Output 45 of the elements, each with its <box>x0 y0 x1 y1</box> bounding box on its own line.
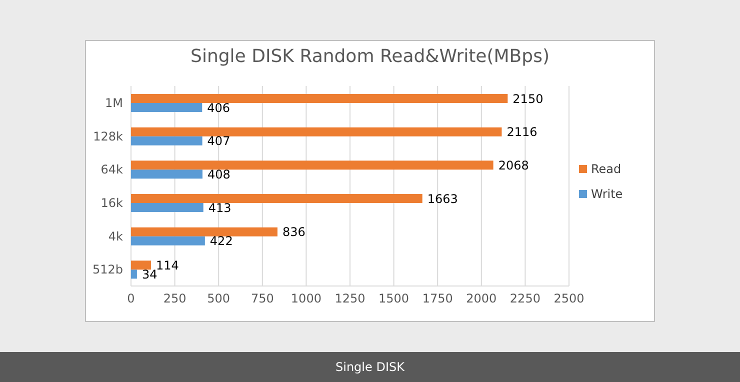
data-label: 1663 <box>427 192 458 206</box>
bar <box>131 170 202 179</box>
bar <box>131 194 422 203</box>
bar <box>131 160 494 170</box>
data-label: 2068 <box>498 158 529 172</box>
y-tick-label: 4k <box>108 229 124 244</box>
data-label: 408 <box>207 167 230 182</box>
bar <box>131 236 205 246</box>
x-tick-label: 1000 <box>290 292 322 306</box>
data-label: 406 <box>207 100 230 115</box>
data-label: 2116 <box>506 125 538 140</box>
legend-label: Read <box>591 162 622 176</box>
y-tick-label: 128k <box>93 129 124 144</box>
y-tick-label: 512b <box>92 262 123 277</box>
bar <box>131 127 502 136</box>
bar <box>131 94 508 103</box>
x-tick-label: 2500 <box>554 292 584 306</box>
legend-label: Write <box>591 187 623 201</box>
x-tick-label: 0 <box>127 292 135 306</box>
bar <box>131 203 204 212</box>
bar <box>131 103 202 112</box>
x-tick-label: 2000 <box>466 292 497 306</box>
y-tick-label: 1M <box>105 96 123 110</box>
data-label: 836 <box>282 225 306 240</box>
x-tick-label: 1500 <box>378 292 410 306</box>
x-tick-label: 750 <box>250 292 274 306</box>
data-label: 422 <box>210 234 233 248</box>
x-tick-label: 2250 <box>510 292 540 306</box>
chart-title: Single DISK Random Read&Write(MBps) <box>190 46 550 67</box>
bar <box>131 136 202 146</box>
text: Single DISK <box>0 352 740 382</box>
x-tick-label: 500 <box>207 292 230 306</box>
bar <box>131 227 278 236</box>
data-label: 34 <box>142 267 158 282</box>
y-tick-label: 64k <box>100 162 124 177</box>
x-tick-label: 1750 <box>422 292 453 306</box>
y-tick-label: 16k <box>100 196 124 210</box>
data-label: 114 <box>156 258 179 272</box>
data-label: 407 <box>207 134 230 148</box>
data-label: 2150 <box>512 92 544 106</box>
x-tick-label: 250 <box>163 292 186 306</box>
data-label: 413 <box>208 200 232 215</box>
bar <box>131 270 137 279</box>
x-tick-label: 1250 <box>334 292 366 306</box>
bar <box>131 260 151 270</box>
